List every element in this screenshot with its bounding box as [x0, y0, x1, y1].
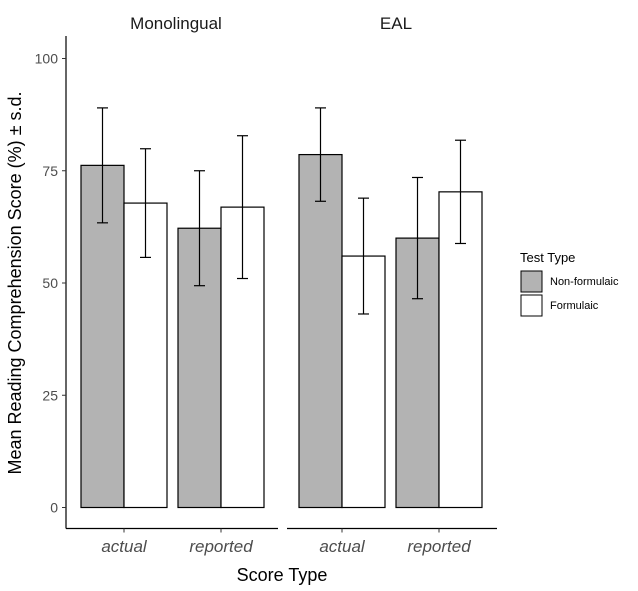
y-tick-label-25: 25 [42, 387, 58, 403]
x-tick-label-monolingual-reported: reported [189, 537, 253, 556]
x-axis-title: Score Type [237, 565, 328, 585]
panel-title-monolingual: Monolingual [130, 14, 222, 33]
x-tick-label-eal-actual: actual [319, 537, 366, 556]
plot-area: 0 25 50 75 100 Monolingual actual reported EAL ac… [35, 14, 497, 556]
x-tick-label-monolingual-actual: actual [101, 537, 148, 556]
legend-swatch-non-formulaic [520, 270, 543, 293]
legend-label-non-formulaic: Non-formulaic [550, 276, 619, 288]
y-axis-title: Mean Reading Comprehension Score (%) ± s… [5, 91, 25, 474]
bar-eal-actual-non-formulaic [298, 153, 343, 509]
x-tick-label-eal-reported: reported [407, 537, 471, 556]
y-tick-label-100: 100 [35, 51, 59, 67]
legend-swatch-formulaic [520, 294, 543, 317]
y-tick-label-75: 75 [42, 163, 58, 179]
y-tick-label-0: 0 [50, 500, 58, 516]
panel-title-eal: EAL [380, 14, 412, 33]
legend-title: Test Type [520, 250, 575, 265]
legend: Test Type Non-formulaic Formulaic [520, 250, 619, 317]
legend-label-formulaic: Formulaic [550, 300, 599, 312]
bar-eal-reported-formulaic [438, 191, 483, 509]
y-tick-label-50: 50 [42, 275, 58, 291]
